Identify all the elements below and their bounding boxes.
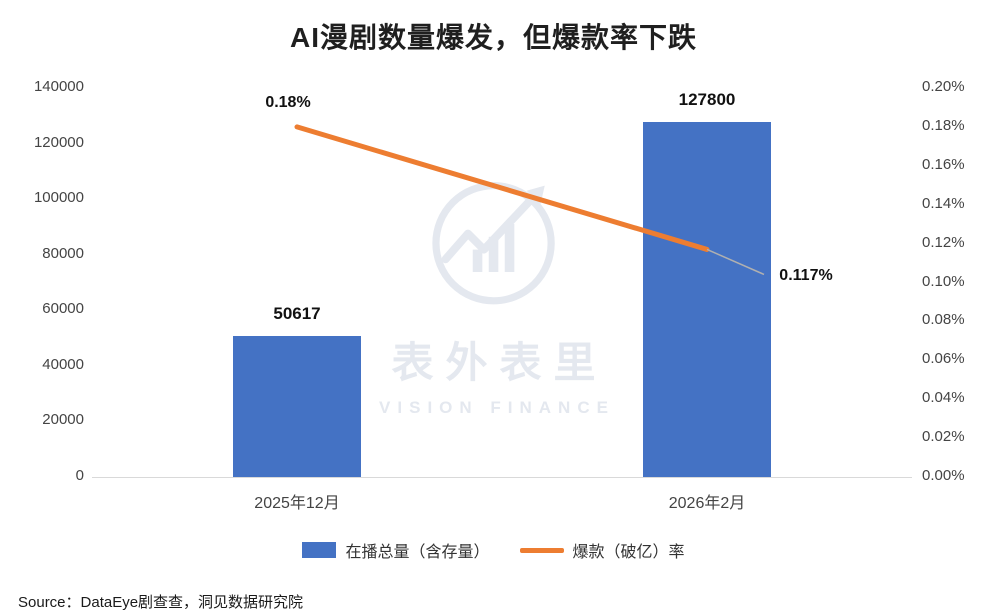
- y-axis-tick-label: 60000: [42, 300, 84, 318]
- y-axis-tick-label: 100000: [33, 189, 84, 207]
- line-point-label-end: 0.117%: [779, 267, 833, 285]
- bar: [233, 336, 361, 477]
- plot-area: [92, 88, 912, 478]
- legend-item-line: 爆款（破亿）率: [519, 538, 685, 562]
- y2-axis-tick-label: 0.18%: [922, 116, 965, 134]
- y2-axis-tick-label: 0.04%: [922, 389, 965, 407]
- y-axis-tick-label: 140000: [33, 78, 84, 95]
- bar-value-label: 127800: [678, 89, 736, 109]
- chart-title: AI漫剧数量爆发，但爆款率下跌: [289, 22, 697, 53]
- y2-axis-tick-label: 0.06%: [922, 350, 965, 368]
- legend-label-line: 爆款（破亿）率: [572, 544, 685, 561]
- y-axis-tick-label: 80000: [42, 244, 84, 262]
- y-axis-tick-label: 120000: [33, 133, 84, 151]
- y-axis-tick-label: 40000: [42, 355, 84, 373]
- y2-axis-tick-label: 0.14%: [922, 194, 965, 212]
- line-point-label-start: 0.18%: [265, 93, 311, 111]
- rate-line-path: [294, 124, 710, 252]
- bar: [643, 121, 771, 477]
- y-axis-tick-label: 0: [75, 467, 84, 484]
- y-axis-tick-label: 20000: [42, 411, 84, 429]
- y2-axis-tick-label: 0.00%: [922, 467, 965, 484]
- source-text: Source：DataEye剧查查，洞见数据研究院: [18, 594, 304, 611]
- y2-axis-tick-label: 0.16%: [922, 155, 965, 173]
- label-leader-line: [706, 248, 765, 276]
- legend-item-bars: 在播总量（含存量）: [302, 538, 490, 562]
- x-category-label: 2026年2月: [668, 495, 746, 512]
- y2-axis-tick-label: 0.20%: [922, 78, 965, 95]
- y2-axis-tick-label: 0.08%: [922, 311, 965, 329]
- bar-value-label: 50617: [273, 304, 321, 324]
- legend: 在播总量（含存量） 爆款（破亿）率: [0, 538, 987, 562]
- x-category-label: 2025年12月: [254, 495, 340, 512]
- legend-label-bars: 在播总量（含存量）: [345, 544, 490, 561]
- y2-axis-tick-label: 0.12%: [922, 233, 965, 251]
- y2-axis-tick-label: 0.02%: [922, 428, 965, 446]
- line-series-swatch: [519, 547, 564, 553]
- bar-series-swatch: [302, 542, 337, 558]
- y2-axis-tick-label: 0.10%: [922, 272, 965, 290]
